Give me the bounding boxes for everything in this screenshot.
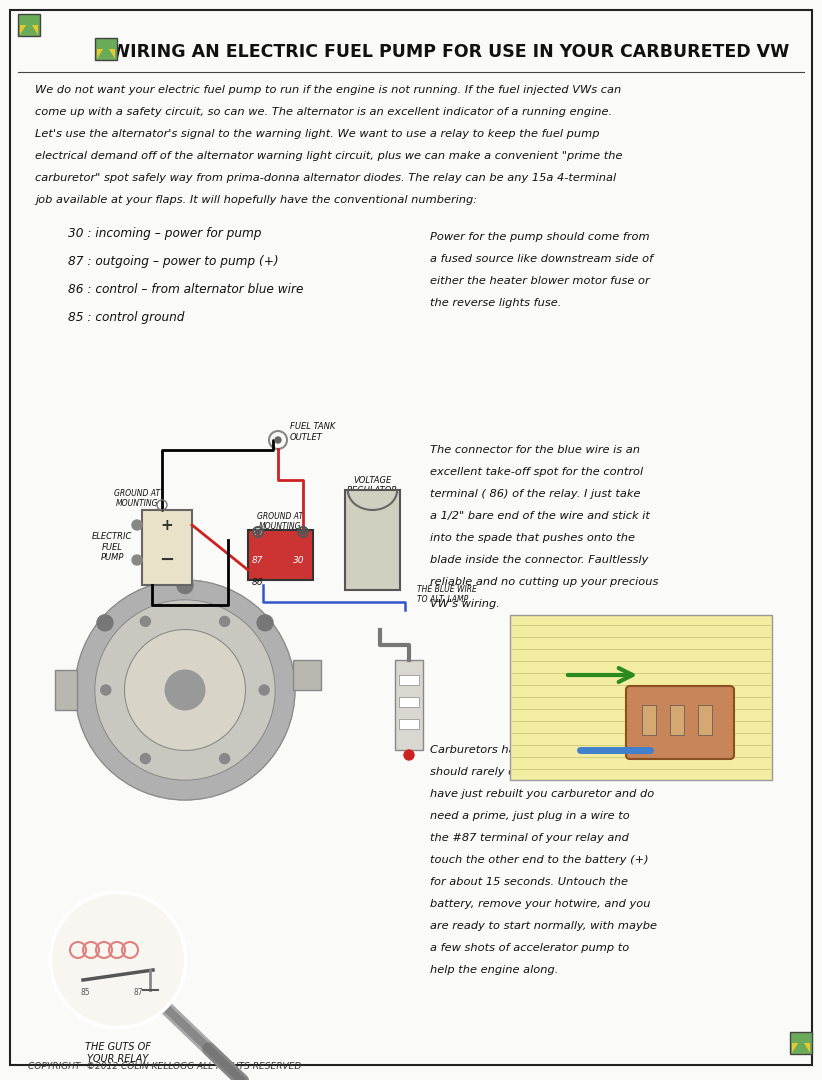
Text: 85: 85 bbox=[80, 988, 90, 997]
Text: The connector for the blue wire is an: The connector for the blue wire is an bbox=[430, 445, 640, 455]
Text: 30: 30 bbox=[293, 556, 304, 565]
Text: a 1/2" bare end of the wire and stick it: a 1/2" bare end of the wire and stick it bbox=[430, 511, 650, 521]
Polygon shape bbox=[20, 21, 38, 35]
Text: GROUND AT
MOUNTING: GROUND AT MOUNTING bbox=[257, 512, 303, 531]
Text: VW's wiring.: VW's wiring. bbox=[430, 599, 500, 609]
Text: a fused source like downstream side of: a fused source like downstream side of bbox=[430, 254, 653, 264]
Text: have just rebuilt you carburetor and do: have just rebuilt you carburetor and do bbox=[430, 789, 654, 799]
Circle shape bbox=[219, 754, 229, 764]
Text: THE BLUE WIRE
TO ALT. LAMP: THE BLUE WIRE TO ALT. LAMP bbox=[417, 585, 477, 605]
Text: COPYRIGHT  ©2012 COLIN KELLOGG ALL RIGHTS RESERVED: COPYRIGHT ©2012 COLIN KELLOGG ALL RIGHTS… bbox=[28, 1062, 301, 1071]
Bar bbox=[792, 1043, 810, 1053]
Text: 85: 85 bbox=[252, 528, 264, 537]
Text: 86: 86 bbox=[252, 578, 264, 588]
Text: come up with a safety circuit, so can we. The alternator is an excellent indicat: come up with a safety circuit, so can we… bbox=[35, 107, 612, 117]
Text: for about 15 seconds. Untouch the: for about 15 seconds. Untouch the bbox=[430, 877, 628, 887]
Text: 87: 87 bbox=[133, 988, 143, 997]
Text: electrical demand off of the alternator warning light circuit, plus we can make : electrical demand off of the alternator … bbox=[35, 151, 622, 161]
Circle shape bbox=[50, 892, 186, 1028]
Text: touch the other end to the battery (+): touch the other end to the battery (+) bbox=[430, 855, 649, 865]
Text: a few shots of accelerator pump to: a few shots of accelerator pump to bbox=[430, 943, 630, 953]
Bar bbox=[510, 615, 772, 780]
Bar bbox=[248, 530, 313, 580]
Polygon shape bbox=[792, 1038, 810, 1053]
Text: We do not want your electric fuel pump to run if the engine is not running. If t: We do not want your electric fuel pump t… bbox=[35, 85, 621, 95]
Text: 85 : control ground: 85 : control ground bbox=[68, 311, 184, 324]
Text: −: − bbox=[159, 551, 174, 569]
Text: Carburetors have bowls full of fuel and: Carburetors have bowls full of fuel and bbox=[430, 745, 651, 755]
Text: help the engine along.: help the engine along. bbox=[430, 966, 558, 975]
Circle shape bbox=[97, 615, 113, 631]
Polygon shape bbox=[97, 44, 115, 59]
Text: are ready to start normally, with maybe: are ready to start normally, with maybe bbox=[430, 921, 657, 931]
Text: Power for the pump should come from: Power for the pump should come from bbox=[430, 232, 649, 242]
Text: THE GUTS OF
YOUR RELAY: THE GUTS OF YOUR RELAY bbox=[85, 1042, 151, 1064]
Bar bbox=[55, 670, 77, 710]
Bar bbox=[95, 38, 117, 60]
Text: 87 : outgoing – power to pump (+): 87 : outgoing – power to pump (+) bbox=[68, 255, 279, 268]
Bar bbox=[670, 705, 684, 735]
Text: the reverse lights fuse.: the reverse lights fuse. bbox=[430, 298, 561, 308]
Circle shape bbox=[52, 894, 184, 1026]
Circle shape bbox=[219, 617, 229, 626]
Text: job available at your flaps. It will hopefully have the conventional numbering:: job available at your flaps. It will hop… bbox=[35, 195, 477, 205]
Bar bbox=[142, 510, 192, 585]
Text: need a prime, just plug in a wire to: need a prime, just plug in a wire to bbox=[430, 811, 630, 821]
Circle shape bbox=[256, 529, 261, 535]
Bar bbox=[395, 660, 423, 750]
Bar bbox=[642, 705, 656, 735]
Bar bbox=[790, 1032, 812, 1054]
Text: terminal ( 86) of the relay. I just take: terminal ( 86) of the relay. I just take bbox=[430, 489, 640, 499]
Circle shape bbox=[132, 519, 142, 530]
Text: excellent take-off spot for the control: excellent take-off spot for the control bbox=[430, 467, 643, 477]
Text: should rarely ever need a prime. If you: should rarely ever need a prime. If you bbox=[430, 767, 652, 777]
Text: 30 : incoming – power for pump: 30 : incoming – power for pump bbox=[68, 227, 261, 240]
Circle shape bbox=[124, 630, 246, 751]
Text: reliable and no cutting up your precious: reliable and no cutting up your precious bbox=[430, 577, 658, 588]
Text: either the heater blower motor fuse or: either the heater blower motor fuse or bbox=[430, 276, 649, 286]
Text: GROUND AT
MOUNTING: GROUND AT MOUNTING bbox=[114, 489, 160, 509]
Bar bbox=[399, 697, 419, 707]
Circle shape bbox=[132, 555, 142, 565]
Text: 87: 87 bbox=[252, 556, 264, 565]
Text: ELECTRIC
FUEL
PUMP: ELECTRIC FUEL PUMP bbox=[92, 532, 132, 562]
Text: blade inside the connector. Faultlessly: blade inside the connector. Faultlessly bbox=[430, 555, 649, 565]
Circle shape bbox=[177, 578, 193, 594]
Circle shape bbox=[301, 529, 306, 535]
Bar bbox=[399, 675, 419, 685]
Circle shape bbox=[141, 754, 150, 764]
Bar bbox=[399, 719, 419, 729]
Text: Let's use the alternator's signal to the warning light. We want to use a relay t: Let's use the alternator's signal to the… bbox=[35, 129, 599, 139]
Bar bbox=[293, 660, 321, 690]
Bar bbox=[18, 14, 40, 36]
Circle shape bbox=[404, 750, 414, 760]
Text: 86 : control – from alternator blue wire: 86 : control – from alternator blue wire bbox=[68, 283, 303, 296]
Text: into the spade that pushes onto the: into the spade that pushes onto the bbox=[430, 534, 635, 543]
Bar bbox=[97, 49, 115, 59]
Bar bbox=[20, 25, 38, 35]
Circle shape bbox=[165, 671, 205, 710]
Text: battery, remove your hotwire, and you: battery, remove your hotwire, and you bbox=[430, 899, 650, 909]
Text: VOLTAGE
REGULATOR: VOLTAGE REGULATOR bbox=[347, 476, 398, 496]
FancyBboxPatch shape bbox=[626, 686, 734, 759]
Circle shape bbox=[259, 685, 269, 696]
Text: +: + bbox=[160, 517, 173, 532]
Text: WIRING AN ELECTRIC FUEL PUMP FOR USE IN YOUR CARBURETED VW: WIRING AN ELECTRIC FUEL PUMP FOR USE IN … bbox=[111, 43, 789, 60]
Circle shape bbox=[275, 437, 281, 443]
Circle shape bbox=[75, 580, 295, 800]
Text: FUEL TANK
OUTLET: FUEL TANK OUTLET bbox=[290, 422, 335, 442]
Bar bbox=[345, 490, 400, 590]
Circle shape bbox=[141, 617, 150, 626]
Circle shape bbox=[95, 599, 275, 780]
Text: carburetor" spot safely way from prima-donna alternator diodes. The relay can be: carburetor" spot safely way from prima-d… bbox=[35, 173, 616, 183]
Circle shape bbox=[101, 685, 111, 696]
Circle shape bbox=[257, 615, 273, 631]
Bar bbox=[698, 705, 712, 735]
Text: the #87 terminal of your relay and: the #87 terminal of your relay and bbox=[430, 833, 629, 843]
